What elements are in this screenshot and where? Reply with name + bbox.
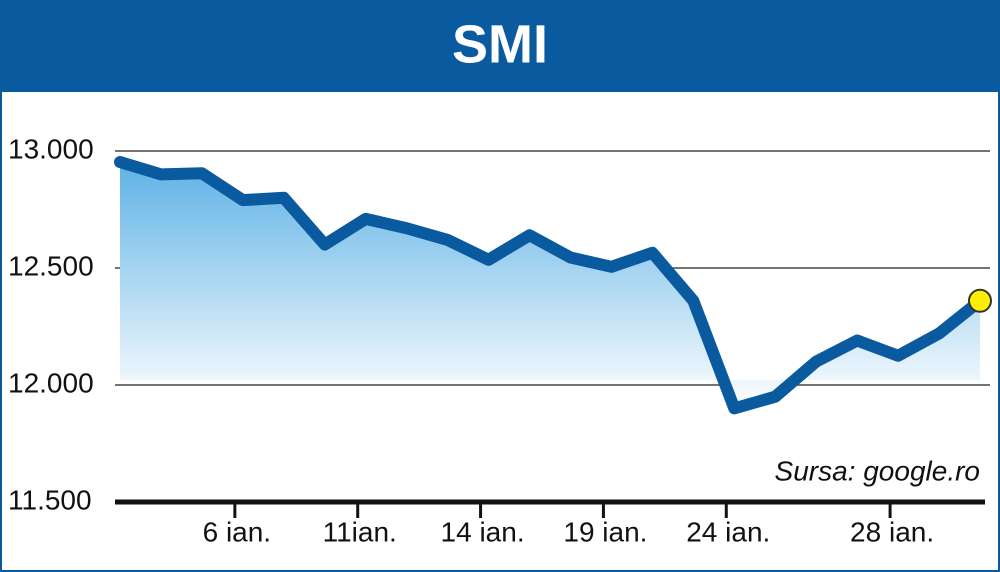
end-marker	[968, 288, 992, 313]
area	[120, 161, 980, 409]
x-tick-label: 6 ian.	[203, 516, 272, 547]
y-tick-label: 11.500	[8, 484, 92, 515]
annotation: Sursa: google.ro	[775, 455, 980, 486]
y-tick-label: 13.000	[8, 133, 94, 164]
x-tick-label: 24 ian.	[686, 516, 770, 547]
x-tick-label: 19 ian.	[563, 516, 647, 547]
line	[114, 155, 986, 415]
y-tick-label: 12.000	[8, 367, 94, 398]
y-tick-label: 12.500	[8, 250, 94, 281]
header	[0, 0, 1000, 92]
chart-title: SMI	[452, 14, 548, 74]
x-tick-label: 28 ian.	[850, 516, 934, 547]
x-tick-label: 11ian.	[323, 516, 397, 547]
x-tick-label: 14 ian.	[441, 516, 525, 547]
